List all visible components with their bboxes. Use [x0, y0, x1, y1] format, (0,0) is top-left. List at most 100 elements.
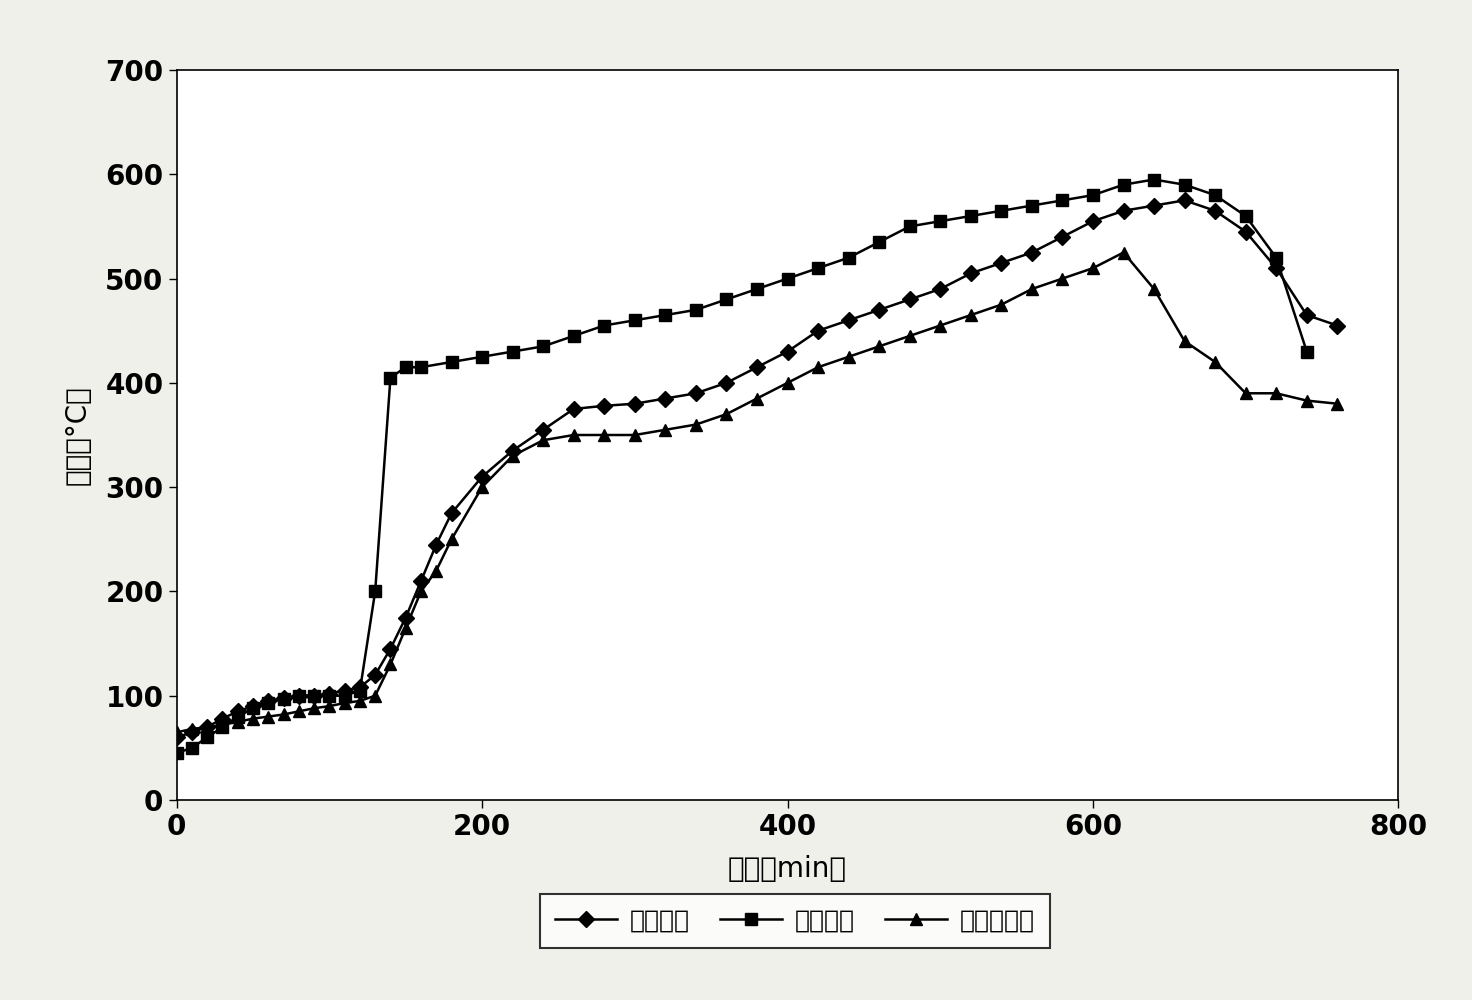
加湿状态 — [565, 330, 583, 342]
加空气状态 — [565, 429, 583, 441]
加空气状态 — [961, 309, 979, 321]
加空气状态 — [183, 723, 200, 735]
加湿状态 — [443, 356, 461, 368]
加湿状态 — [473, 351, 490, 363]
加空气状态 — [901, 330, 919, 342]
自然状态 — [443, 507, 461, 519]
加空气状态 — [870, 340, 888, 352]
Legend: 自然状态, 加湿状态, 加空气状态: 自然状态, 加湿状态, 加空气状态 — [540, 894, 1050, 948]
加湿状态 — [183, 742, 200, 754]
加空气状态 — [932, 320, 949, 332]
加空气状态 — [473, 481, 490, 493]
加空气状态 — [1328, 398, 1345, 410]
加空气状态 — [228, 716, 246, 728]
加湿状态 — [305, 690, 322, 702]
加空气状态 — [412, 585, 430, 597]
自然状态 — [534, 424, 552, 436]
自然状态 — [901, 293, 919, 305]
加湿状态 — [199, 731, 216, 743]
加空气状态 — [367, 690, 384, 702]
自然状态 — [932, 283, 949, 295]
自然状态 — [1114, 205, 1132, 217]
加空气状态 — [199, 721, 216, 733]
自然状态 — [992, 257, 1010, 269]
自然状态 — [1176, 194, 1194, 206]
加湿状态 — [1206, 189, 1223, 201]
加湿状态 — [228, 711, 246, 723]
Y-axis label: 温度（°C）: 温度（°C） — [63, 385, 91, 485]
加湿状态 — [1176, 179, 1194, 191]
加湿状态 — [503, 346, 521, 358]
加湿状态 — [168, 747, 185, 759]
加湿状态 — [839, 252, 857, 264]
自然状态 — [183, 726, 200, 738]
自然状态 — [1145, 200, 1163, 212]
加空气状态 — [810, 361, 827, 373]
加湿状态 — [1023, 200, 1041, 212]
自然状态 — [687, 387, 705, 399]
加空气状态 — [626, 429, 643, 441]
Line: 加湿状态: 加湿状态 — [171, 174, 1313, 759]
自然状态 — [228, 705, 246, 717]
加空气状态 — [534, 434, 552, 446]
加空气状态 — [1176, 335, 1194, 347]
加空气状态 — [595, 429, 612, 441]
自然状态 — [1054, 231, 1072, 243]
自然状态 — [1267, 262, 1285, 274]
X-axis label: 时间（min）: 时间（min） — [729, 855, 846, 883]
加湿状态 — [213, 721, 231, 733]
加空气状态 — [321, 700, 339, 712]
加湿状态 — [321, 690, 339, 702]
自然状态 — [595, 400, 612, 412]
加空气状态 — [290, 705, 308, 717]
加空气状态 — [992, 299, 1010, 311]
Line: 加空气状态: 加空气状态 — [171, 247, 1342, 738]
加空气状态 — [1023, 283, 1041, 295]
自然状态 — [427, 538, 445, 550]
自然状态 — [779, 346, 796, 358]
加湿状态 — [381, 372, 399, 384]
加空气状态 — [657, 424, 674, 436]
加空气状态 — [717, 408, 735, 420]
自然状态 — [367, 669, 384, 681]
加空气状态 — [687, 419, 705, 431]
加湿状态 — [932, 215, 949, 227]
加空气状态 — [443, 533, 461, 545]
加湿状态 — [961, 210, 979, 222]
加空气状态 — [1206, 356, 1223, 368]
自然状态 — [213, 713, 231, 725]
自然状态 — [168, 731, 185, 743]
加空气状态 — [779, 377, 796, 389]
自然状态 — [657, 392, 674, 404]
自然状态 — [717, 377, 735, 389]
加空气状态 — [336, 697, 353, 709]
加湿状态 — [350, 684, 368, 696]
加空气状态 — [1114, 247, 1132, 259]
加湿状态 — [1267, 252, 1285, 264]
加湿状态 — [870, 236, 888, 248]
加湿状态 — [259, 697, 277, 709]
加湿状态 — [1236, 210, 1254, 222]
加湿状态 — [1054, 194, 1072, 206]
自然状态 — [381, 643, 399, 655]
自然状态 — [1328, 320, 1345, 332]
加湿状态 — [397, 361, 415, 373]
加空气状态 — [839, 351, 857, 363]
自然状态 — [870, 304, 888, 316]
加空气状态 — [1054, 273, 1072, 285]
加湿状态 — [901, 220, 919, 232]
自然状态 — [397, 611, 415, 624]
加空气状态 — [259, 711, 277, 723]
加空气状态 — [1267, 387, 1285, 399]
加空气状态 — [1083, 262, 1101, 274]
自然状态 — [961, 267, 979, 279]
自然状态 — [473, 471, 490, 483]
加空气状态 — [168, 726, 185, 738]
自然状态 — [503, 445, 521, 457]
自然状态 — [412, 575, 430, 587]
加湿状态 — [336, 690, 353, 702]
加湿状态 — [626, 314, 643, 326]
加湿状态 — [244, 702, 262, 714]
自然状态 — [259, 695, 277, 707]
自然状态 — [350, 681, 368, 693]
